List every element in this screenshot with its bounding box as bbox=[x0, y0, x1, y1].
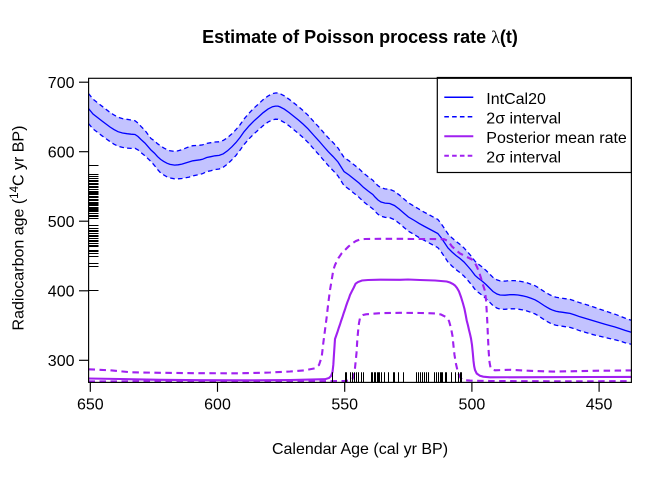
svg-text:IntCal20: IntCal20 bbox=[486, 91, 546, 108]
svg-text:400: 400 bbox=[48, 284, 75, 301]
svg-text:Estimate of Poisson process ra: Estimate of Poisson process rate λ(t) bbox=[202, 27, 518, 47]
svg-text:Radiocarbon age (14C yr BP): Radiocarbon age (14C yr BP) bbox=[9, 126, 28, 331]
svg-text:Calendar Age (cal yr BP): Calendar Age (cal yr BP) bbox=[272, 441, 448, 458]
svg-text:2σ interval: 2σ interval bbox=[486, 110, 561, 127]
svg-text:Posterior mean rate: Posterior mean rate bbox=[486, 130, 627, 147]
svg-text:600: 600 bbox=[48, 144, 75, 161]
svg-text:500: 500 bbox=[48, 214, 75, 231]
svg-text:2σ interval: 2σ interval bbox=[486, 149, 561, 166]
svg-text:300: 300 bbox=[48, 353, 75, 370]
svg-text:650: 650 bbox=[77, 397, 104, 414]
svg-text:500: 500 bbox=[459, 397, 486, 414]
svg-text:550: 550 bbox=[331, 397, 358, 414]
svg-text:600: 600 bbox=[204, 397, 231, 414]
svg-text:450: 450 bbox=[586, 397, 613, 414]
svg-text:700: 700 bbox=[48, 75, 75, 92]
